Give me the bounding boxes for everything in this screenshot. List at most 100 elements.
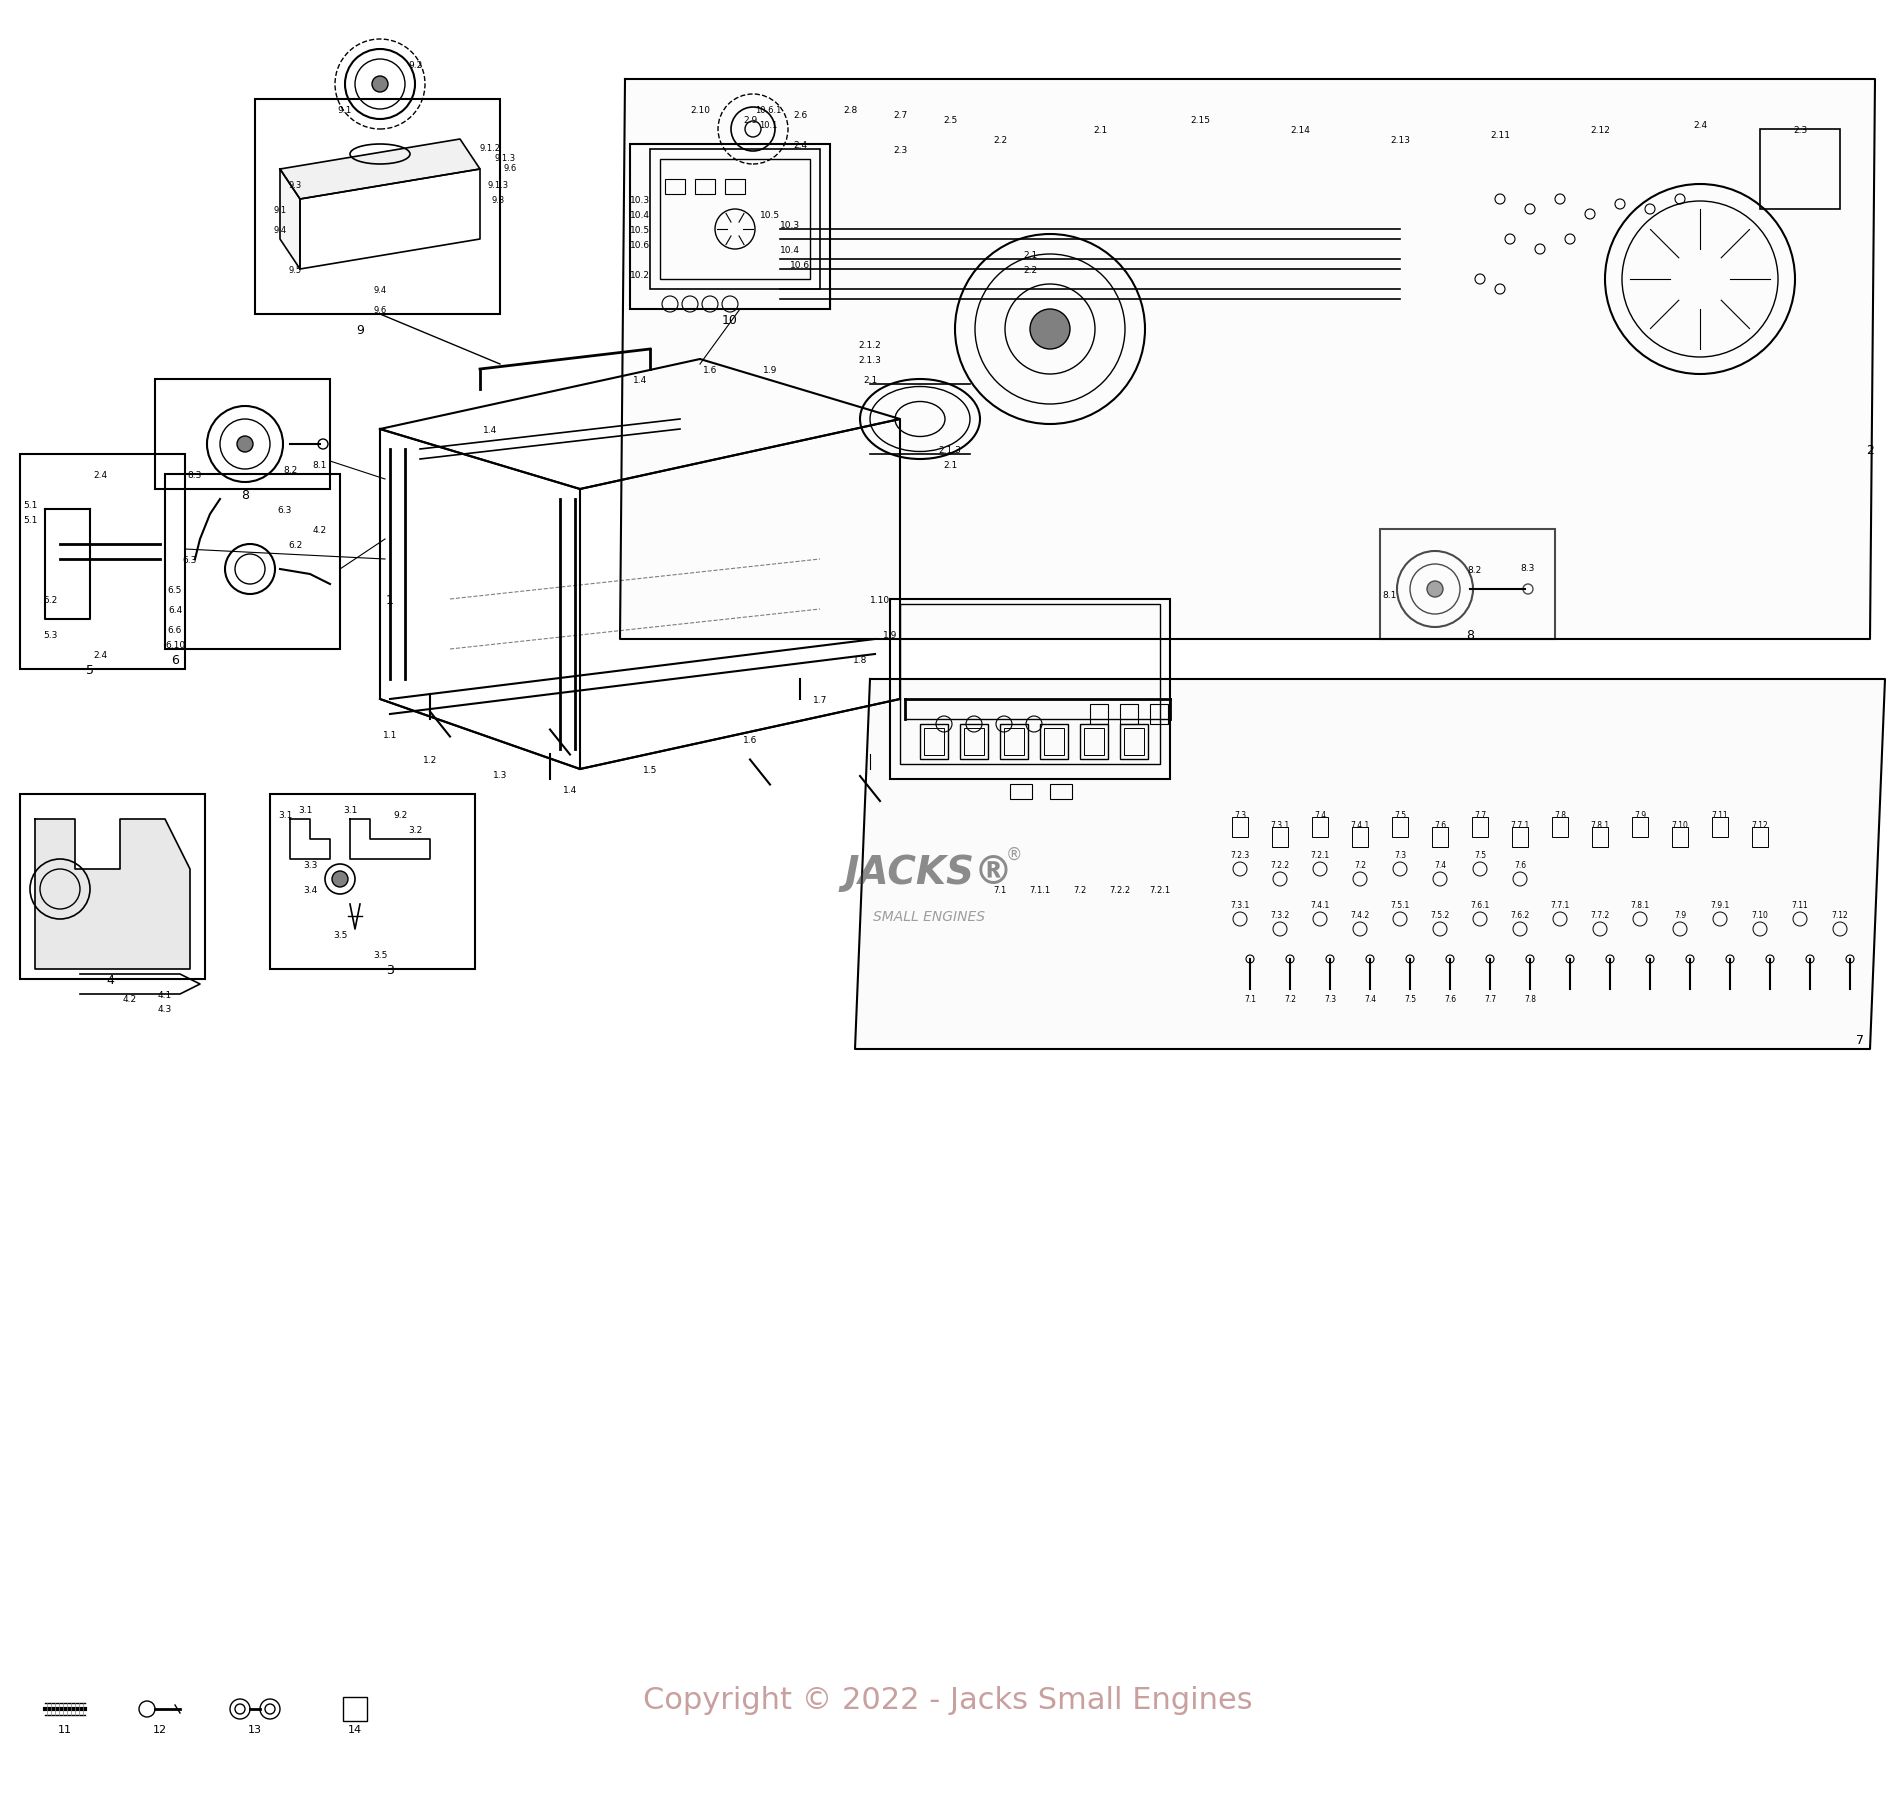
Text: 6.4: 6.4 <box>169 606 182 615</box>
Bar <box>1080 725 1109 759</box>
Bar <box>1760 129 1840 210</box>
Bar <box>900 604 1160 764</box>
Polygon shape <box>620 79 1874 640</box>
Text: 13: 13 <box>248 1724 262 1733</box>
Text: 1.4: 1.4 <box>563 786 578 795</box>
Text: 7.6: 7.6 <box>1444 994 1455 1003</box>
Text: 7.4: 7.4 <box>1435 859 1446 868</box>
Text: 9.1.2: 9.1.2 <box>479 144 500 153</box>
Bar <box>1120 705 1139 725</box>
Text: 7.9.1: 7.9.1 <box>1711 901 1730 910</box>
Text: 7.8: 7.8 <box>1554 811 1565 820</box>
Text: 7.8.1: 7.8.1 <box>1630 901 1649 910</box>
Text: 7.2.3: 7.2.3 <box>1230 850 1249 859</box>
Text: 7.1.1: 7.1.1 <box>1029 885 1050 894</box>
Polygon shape <box>299 169 479 270</box>
Text: 2.1: 2.1 <box>1023 250 1037 259</box>
Bar <box>1044 728 1063 755</box>
Text: 9.5: 9.5 <box>288 266 301 275</box>
Bar <box>165 475 339 649</box>
Text: 7.10: 7.10 <box>1751 910 1768 919</box>
Text: 9.2: 9.2 <box>407 61 423 70</box>
Text: 5: 5 <box>85 663 95 676</box>
Text: 10.5: 10.5 <box>760 210 781 219</box>
Text: 7.9: 7.9 <box>1673 910 1687 919</box>
Text: 3.1: 3.1 <box>279 811 292 820</box>
Bar <box>1084 728 1105 755</box>
Text: 2.4: 2.4 <box>93 471 106 480</box>
Text: 7: 7 <box>1855 1032 1865 1046</box>
Text: 9.6: 9.6 <box>504 164 517 173</box>
Text: 14: 14 <box>349 1724 362 1733</box>
Text: 7.2.2: 7.2.2 <box>1109 885 1131 894</box>
Text: 8: 8 <box>241 489 248 502</box>
Text: 7.2.1: 7.2.1 <box>1311 850 1330 859</box>
Text: 4.1: 4.1 <box>157 991 172 1000</box>
Text: 7.6: 7.6 <box>1514 859 1525 868</box>
Text: 7.3: 7.3 <box>1325 994 1336 1003</box>
Text: 7.1: 7.1 <box>993 885 1006 894</box>
Bar <box>1120 725 1148 759</box>
Bar <box>1010 784 1033 800</box>
Text: 9.3: 9.3 <box>491 196 504 205</box>
Bar <box>1433 827 1448 847</box>
Bar <box>1632 818 1649 838</box>
Text: 2.2: 2.2 <box>993 135 1006 144</box>
Text: 4.2: 4.2 <box>313 525 328 534</box>
Bar <box>1040 725 1069 759</box>
Bar <box>1351 827 1368 847</box>
Text: 9.1: 9.1 <box>337 106 352 115</box>
Text: 3.1: 3.1 <box>343 806 356 814</box>
Text: 3.4: 3.4 <box>303 885 316 894</box>
Bar <box>965 728 984 755</box>
Text: 7.5: 7.5 <box>1404 994 1416 1003</box>
Bar <box>695 180 714 194</box>
Text: 10.4: 10.4 <box>781 245 800 254</box>
Bar <box>256 101 500 315</box>
Bar <box>1090 705 1109 725</box>
Text: 1: 1 <box>387 593 394 606</box>
Text: 7.2.2: 7.2.2 <box>1270 859 1290 868</box>
Text: 6.10: 6.10 <box>165 640 186 649</box>
Text: 8: 8 <box>1467 628 1474 642</box>
Text: 1.2: 1.2 <box>423 755 438 764</box>
Text: 7.7: 7.7 <box>1484 994 1495 1003</box>
Text: 3.2: 3.2 <box>407 825 423 834</box>
Text: 9.3: 9.3 <box>288 180 301 189</box>
Text: 7.1: 7.1 <box>1243 994 1256 1003</box>
Bar <box>1050 784 1073 800</box>
Text: 10.6: 10.6 <box>790 261 809 270</box>
Text: 1.10: 1.10 <box>870 595 891 604</box>
Text: 10.6: 10.6 <box>629 241 650 250</box>
Text: 2.3: 2.3 <box>1793 126 1808 135</box>
Text: 7.4: 7.4 <box>1364 994 1376 1003</box>
Bar <box>1150 705 1167 725</box>
Text: 7.8.1: 7.8.1 <box>1590 820 1609 829</box>
Text: 12: 12 <box>153 1724 167 1733</box>
Bar <box>1472 818 1488 838</box>
Circle shape <box>371 77 388 93</box>
Text: 7.5.2: 7.5.2 <box>1431 910 1450 919</box>
Text: 7.6: 7.6 <box>1435 820 1446 829</box>
Text: 7.3.2: 7.3.2 <box>1270 910 1290 919</box>
Text: 2.5: 2.5 <box>944 115 957 124</box>
Text: 4: 4 <box>106 973 114 985</box>
Text: 7.4.1: 7.4.1 <box>1309 901 1330 910</box>
Text: 6.3: 6.3 <box>279 505 292 514</box>
Text: 7.5: 7.5 <box>1474 850 1486 859</box>
Text: 10.5: 10.5 <box>629 225 650 234</box>
Text: 3.1: 3.1 <box>298 806 313 814</box>
Text: 7.7.1: 7.7.1 <box>1550 901 1569 910</box>
Text: 5.1: 5.1 <box>23 500 38 509</box>
Text: 7.7.1: 7.7.1 <box>1510 820 1529 829</box>
Text: 2.1.3: 2.1.3 <box>858 356 881 365</box>
Text: 1.1: 1.1 <box>383 730 398 739</box>
Text: ®: ® <box>1006 845 1021 863</box>
Text: 7.3: 7.3 <box>1395 850 1406 859</box>
Text: 10.3: 10.3 <box>781 221 800 230</box>
Bar <box>919 725 948 759</box>
Text: 2.7: 2.7 <box>893 110 908 119</box>
Bar <box>21 455 186 669</box>
Text: 2.9: 2.9 <box>743 115 758 124</box>
Bar <box>1004 728 1023 755</box>
